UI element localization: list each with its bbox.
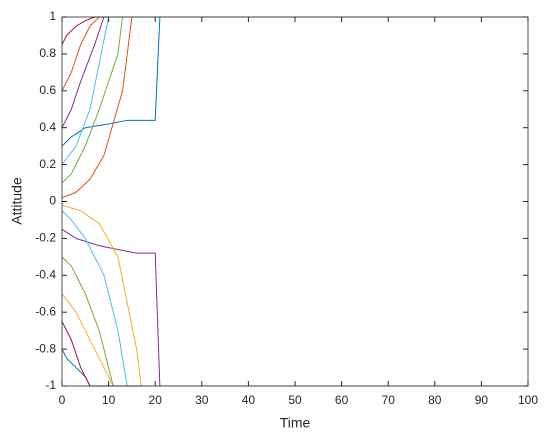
y-tick-label: -0.2 bbox=[35, 231, 56, 245]
x-tick-label: 30 bbox=[195, 393, 209, 407]
y-tick-label: 0 bbox=[49, 194, 56, 208]
x-tick-label: 40 bbox=[242, 393, 256, 407]
y-tick-label: -1 bbox=[45, 378, 56, 392]
y-tick-label: 0.4 bbox=[39, 120, 56, 134]
x-tick-label: 10 bbox=[102, 393, 116, 407]
x-axis-label: Time bbox=[280, 415, 311, 431]
y-tick-label: -0.4 bbox=[35, 267, 56, 281]
y-tick-label: 1 bbox=[49, 9, 56, 23]
x-tick-label: 90 bbox=[475, 393, 489, 407]
y-tick-label: 0.8 bbox=[39, 46, 56, 60]
x-tick-label: 70 bbox=[382, 393, 396, 407]
plot-area bbox=[62, 17, 528, 386]
y-tick-label: -0.6 bbox=[35, 304, 56, 318]
y-tick-label: 0.2 bbox=[39, 157, 56, 171]
y-axis-label: Attitude bbox=[9, 177, 25, 225]
x-tick-label: 0 bbox=[59, 393, 66, 407]
series-line bbox=[61, 228, 528, 387]
x-tick-label: 100 bbox=[518, 393, 538, 407]
series-line bbox=[61, 16, 528, 147]
x-tick-label: 80 bbox=[428, 393, 442, 407]
y-tick-label: 0.6 bbox=[39, 83, 56, 97]
x-tick-label: 50 bbox=[288, 393, 302, 407]
x-tick-label: 20 bbox=[149, 393, 163, 407]
x-tick-label: 60 bbox=[335, 393, 349, 407]
y-tick-label: -0.8 bbox=[35, 341, 56, 355]
